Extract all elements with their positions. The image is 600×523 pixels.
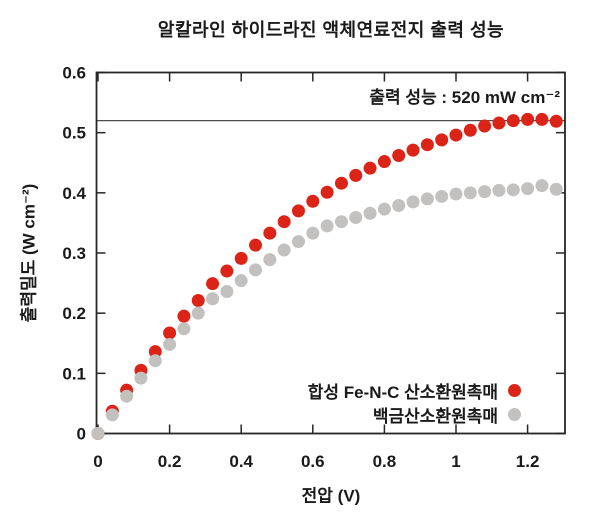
data-point-series-1 bbox=[549, 182, 563, 196]
data-point-series-0 bbox=[420, 138, 434, 152]
y-tick-label: 0.6 bbox=[62, 64, 86, 83]
data-point-series-1 bbox=[277, 243, 291, 257]
data-point-series-1 bbox=[349, 211, 363, 225]
data-point-series-0 bbox=[406, 143, 420, 157]
data-point-series-1 bbox=[234, 274, 248, 288]
data-point-series-1 bbox=[91, 427, 105, 440]
data-point-series-1 bbox=[377, 202, 391, 216]
data-point-series-1 bbox=[291, 235, 305, 249]
data-point-series-1 bbox=[406, 195, 420, 209]
reference-line-label: 출력 성능 : 520 mW cm⁻² bbox=[369, 88, 560, 107]
data-point-series-1 bbox=[191, 306, 205, 320]
data-point-series-0 bbox=[177, 309, 191, 323]
data-point-series-1 bbox=[363, 206, 377, 220]
legend-marker-gray-dot-icon bbox=[508, 407, 521, 421]
y-tick-label: 0.3 bbox=[62, 244, 86, 263]
data-point-series-0 bbox=[478, 119, 492, 133]
data-point-series-0 bbox=[449, 128, 463, 142]
data-point-series-0 bbox=[334, 176, 348, 190]
x-tick-label: 0 bbox=[93, 452, 102, 471]
data-point-series-1 bbox=[220, 285, 234, 299]
x-tick-label: 0.4 bbox=[229, 452, 253, 471]
data-point-series-1 bbox=[435, 189, 449, 203]
y-axis-label: 출력밀도 (W cm⁻²) bbox=[19, 183, 39, 323]
data-point-series-1 bbox=[478, 185, 492, 199]
data-point-series-1 bbox=[249, 263, 263, 277]
y-tick-label: 0 bbox=[77, 425, 86, 444]
data-point-series-0 bbox=[506, 114, 520, 128]
legend-item-platinum-catalyst: 백금산소환원촉매 bbox=[373, 402, 521, 426]
data-point-series-1 bbox=[506, 183, 520, 197]
data-point-series-1 bbox=[521, 182, 535, 196]
data-point-series-1 bbox=[320, 219, 334, 233]
y-tick-label: 0.1 bbox=[62, 364, 86, 383]
data-point-series-0 bbox=[291, 204, 305, 218]
data-point-series-0 bbox=[349, 168, 363, 182]
data-point-series-0 bbox=[377, 155, 391, 169]
data-point-series-0 bbox=[148, 345, 162, 359]
x-axis-label: 전압 (V) bbox=[301, 486, 361, 506]
data-point-series-1 bbox=[392, 198, 406, 212]
data-point-series-0 bbox=[277, 215, 291, 229]
data-point-series-0 bbox=[535, 112, 549, 126]
legend-marker-red-dot-icon bbox=[508, 383, 521, 397]
legend-label-platinum-catalyst: 백금산소환원촉매 bbox=[372, 406, 498, 426]
data-point-series-1 bbox=[148, 354, 162, 368]
data-point-series-0 bbox=[163, 326, 177, 340]
data-point-series-1 bbox=[306, 226, 320, 240]
x-tick-label: 0.8 bbox=[373, 452, 397, 471]
x-tick-label: 1.2 bbox=[516, 452, 540, 471]
data-point-series-0 bbox=[392, 149, 406, 163]
data-point-series-0 bbox=[234, 251, 248, 265]
data-point-series-1 bbox=[206, 292, 220, 306]
y-tick-label: 0.4 bbox=[62, 184, 86, 203]
y-tick-label: 0.5 bbox=[62, 124, 86, 143]
data-point-series-0 bbox=[463, 123, 477, 137]
legend-label-fenc-catalyst: 합성 Fe-N-C 산소환원촉매 bbox=[307, 382, 498, 402]
data-point-series-0 bbox=[220, 264, 234, 278]
data-point-series-1 bbox=[449, 187, 463, 201]
data-point-series-0 bbox=[521, 112, 535, 126]
data-point-series-1 bbox=[420, 192, 434, 206]
data-point-series-0 bbox=[249, 238, 263, 252]
data-point-series-0 bbox=[263, 226, 277, 240]
data-point-series-0 bbox=[549, 114, 563, 128]
data-point-series-1 bbox=[463, 186, 477, 200]
data-point-series-1 bbox=[120, 389, 134, 403]
chart-title: 알칼라인 하이드라진 액체연료전지 출력 성능 bbox=[157, 20, 505, 40]
data-point-series-0 bbox=[191, 294, 205, 308]
data-point-series-1 bbox=[535, 179, 549, 193]
data-point-series-1 bbox=[134, 371, 148, 385]
legend: 합성 Fe-N-C 산소환원촉매 백금산소환원촉매 bbox=[308, 378, 521, 426]
data-point-series-1 bbox=[334, 215, 348, 229]
data-point-series-1 bbox=[105, 408, 119, 422]
data-point-series-0 bbox=[492, 116, 506, 130]
data-point-series-1 bbox=[263, 253, 277, 267]
x-tick-label: 0.2 bbox=[158, 452, 182, 471]
data-point-series-1 bbox=[492, 183, 506, 197]
data-point-series-1 bbox=[163, 337, 177, 351]
legend-item-fenc-catalyst: 합성 Fe-N-C 산소환원촉매 bbox=[308, 378, 521, 402]
data-point-series-1 bbox=[177, 322, 191, 336]
data-point-series-0 bbox=[435, 133, 449, 147]
data-point-series-0 bbox=[306, 194, 320, 208]
data-point-series-0 bbox=[206, 277, 220, 291]
y-tick-label: 0.2 bbox=[62, 304, 86, 323]
data-point-series-0 bbox=[320, 185, 334, 199]
x-tick-label: 0.6 bbox=[301, 452, 325, 471]
data-point-series-0 bbox=[363, 161, 377, 175]
x-tick-label: 1 bbox=[451, 452, 460, 471]
